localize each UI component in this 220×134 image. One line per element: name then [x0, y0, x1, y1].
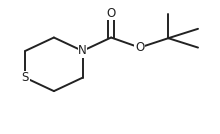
Text: N: N — [78, 44, 87, 57]
Text: O: O — [135, 41, 144, 54]
Text: S: S — [22, 71, 29, 84]
Text: O: O — [106, 7, 116, 20]
